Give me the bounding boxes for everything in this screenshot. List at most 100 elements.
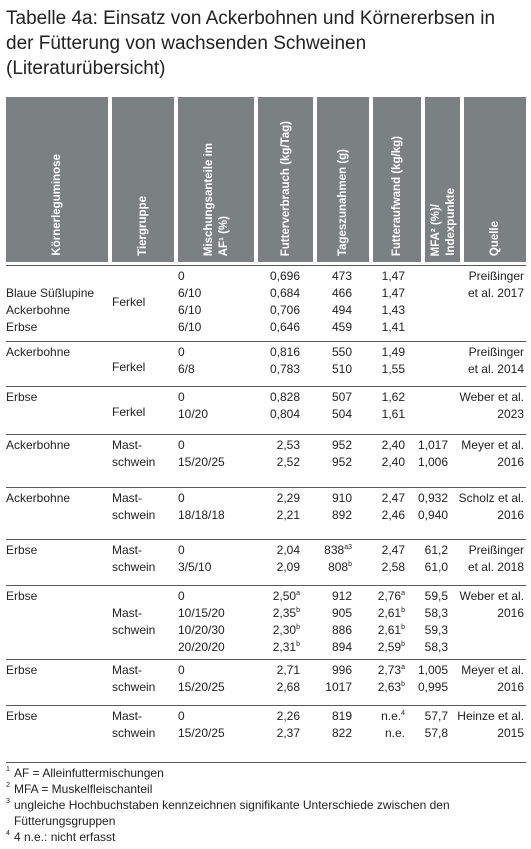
daily-gain-value: 905: [331, 606, 352, 620]
footnote-line: 4 4 n.e.: nicht erfasst: [6, 829, 526, 845]
header-shares-label-1: Mischungsanteile im: [203, 142, 215, 256]
feed-intake-value: 2,04: [276, 543, 300, 557]
header-animal-group-label: Tiergruppe: [137, 196, 149, 256]
feed-intake-cell: 0,706: [252, 302, 300, 318]
feed-ratio-value: 2,73: [377, 663, 402, 677]
daily-gain-cell: 912: [307, 588, 352, 604]
animal-group: schwein: [112, 455, 156, 469]
footnotes: 1 AF = Alleinfuttermischungen 2 MFA = Muske…: [6, 762, 526, 845]
feed-ratio-value: 2,59: [377, 640, 402, 654]
daily-gain-cell: 996: [307, 662, 352, 678]
feed-ratio-value: 2,61: [377, 606, 402, 620]
significance-letter: b: [401, 641, 405, 648]
feed-intake-cell: 0,816: [252, 344, 300, 360]
footnote-text: Fütterungsgruppen: [14, 814, 116, 828]
mixing-share: 15/20/25: [178, 680, 225, 694]
feed-intake-value: 0,816: [269, 345, 300, 359]
feed-intake-value: 2,37: [276, 726, 300, 740]
feed-ratio-cell: 2,58: [357, 559, 405, 575]
daily-gain-value: 912: [331, 589, 352, 603]
mfa-value: 1,005: [417, 663, 448, 677]
header-feed-intake-label: Futterverbrauch (kg/Tag): [279, 120, 292, 256]
feed-intake-value: 2,09: [276, 560, 300, 574]
table-header: Körnerleguminose Tiergruppe Mischungsant…: [6, 97, 526, 262]
table-title: Tabelle 4a: Einsatz von Ackerbohnen und …: [6, 8, 496, 79]
feed-intake-value: 0,804: [269, 407, 300, 421]
feed-intake-cell: 2,53: [252, 437, 300, 453]
feed-intake-cell: 2,50a: [252, 588, 300, 604]
feed-ratio-value: 2,47: [381, 491, 405, 505]
daily-gain-value: 504: [331, 407, 352, 421]
feed-intake-cell: 2,21: [252, 507, 300, 523]
animal-group: schwein: [112, 680, 156, 694]
mixing-share: 0: [178, 589, 185, 603]
mixing-share: 0: [178, 345, 185, 359]
feed-ratio-cell: 1,41: [357, 319, 405, 335]
feed-ratio-cell: 2,61b: [357, 605, 405, 621]
feed-intake-cell: 2,37: [252, 725, 300, 741]
mixing-share: 0: [178, 663, 185, 677]
significance-letter: b: [296, 641, 300, 648]
feed-intake-cell: 2,68: [252, 679, 300, 695]
daily-gain-value: 952: [331, 438, 352, 452]
source-reference: 2015: [497, 726, 524, 740]
mixing-share: 18/18/18: [178, 508, 225, 522]
feed-intake-value: 2,52: [276, 455, 300, 469]
daily-gain-value: 952: [331, 455, 352, 469]
daily-gain-cell: 894: [307, 639, 352, 655]
mixing-share: 0: [178, 709, 185, 723]
feed-intake-value: 2,68: [276, 680, 300, 694]
daily-gain-cell: 504: [307, 406, 352, 422]
animal-group: Mast-: [112, 606, 142, 620]
daily-gain-cell: 822: [307, 725, 352, 741]
daily-gain-cell: 819: [307, 708, 352, 724]
footnote-marker: 3: [6, 798, 10, 805]
legume-name: Ackerbohne: [6, 345, 71, 359]
header-legume-label: Körnerleguminose: [51, 154, 63, 256]
daily-gain-value: 507: [331, 390, 352, 404]
mfa-value: 61,2: [424, 543, 448, 557]
daily-gain-value: 473: [331, 269, 352, 283]
significance-letter: b: [348, 561, 352, 568]
table-group: Erbse Mast-schwein 0 2,04 838a3 2,47 61,2 3/5/1…: [6, 539, 526, 586]
source-reference: et al. 2014: [467, 362, 524, 376]
table-group: Erbse Mast-schwein 0 2,71 996 2,73a 1,005 15/20…: [6, 659, 526, 706]
feed-ratio-value: 2,76: [377, 589, 402, 603]
feed-intake-cell: 2,35b: [252, 605, 300, 621]
daily-gain-value: 819: [331, 709, 352, 723]
source-reference: Preißinger: [468, 269, 524, 283]
footnote-line: 2 MFA = Muskelfleischanteil: [6, 781, 526, 797]
feed-ratio-cell: 2,76a: [357, 588, 405, 604]
daily-gain-cell: 808b: [307, 559, 352, 575]
daily-gain-cell: 459: [307, 319, 352, 335]
table-group: Erbse Mast-schwein 0 2,50a 912 2,76a 59,5 10/15…: [6, 585, 526, 660]
feed-intake-value: 0,684: [269, 286, 300, 300]
feed-intake-cell: 0,783: [252, 361, 300, 377]
animal-group: Mast-: [112, 663, 142, 677]
mixing-share: 10/20/30: [178, 623, 225, 637]
mfa-value: 57,8: [424, 726, 448, 740]
feed-ratio-cell: 1,47: [357, 285, 405, 301]
legume-name: Erbse: [6, 543, 38, 557]
feed-intake-cell: 2,31b: [252, 639, 300, 655]
mixing-share: 6/10: [178, 320, 202, 334]
feed-ratio-value: 1,43: [381, 303, 405, 317]
daily-gain-cell: 510: [307, 361, 352, 377]
feed-intake-cell: 0,696: [252, 268, 300, 284]
feed-ratio-cell: 2,40: [357, 454, 405, 470]
footnote-marker: 1: [6, 766, 10, 773]
legume-name: Erbse: [6, 709, 38, 723]
footnote-marker: 2: [6, 782, 10, 789]
mixing-share: 0: [178, 390, 185, 404]
mfa-value: 1,006: [417, 455, 448, 469]
daily-gain-cell: 494: [307, 302, 352, 318]
feed-intake-value: 2,29: [276, 491, 300, 505]
daily-gain-value: 494: [331, 303, 352, 317]
legume-name: Ackerbohne: [6, 303, 71, 317]
feed-ratio-value: 2,47: [381, 543, 405, 557]
source-reference: Weber et al.: [459, 390, 524, 404]
daily-gain-cell: 507: [307, 389, 352, 405]
feed-ratio-cell: 2,61b: [357, 622, 405, 638]
mfa-value: 58,3: [424, 606, 448, 620]
source-reference: et al. 2018: [467, 560, 524, 574]
